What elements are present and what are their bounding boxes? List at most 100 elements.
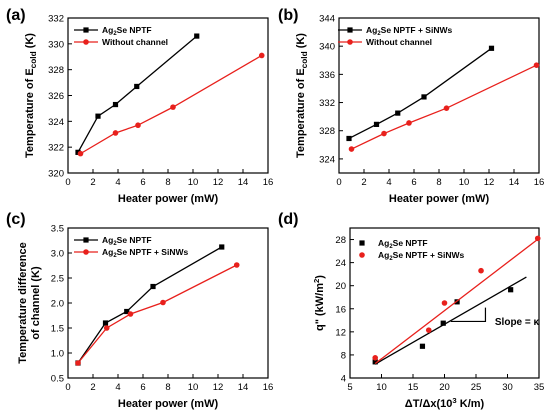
data-point <box>508 287 514 293</box>
x-tick-label: 0 <box>65 177 70 188</box>
data-point <box>533 62 540 69</box>
legend-marker <box>347 27 353 33</box>
x-axis-label: Heater power (mW) <box>389 193 490 205</box>
text-part: Without channel <box>366 37 432 47</box>
legend-marker <box>83 27 89 33</box>
x-tick-label: 4 <box>115 382 120 393</box>
legend-label: Ag2Se NPTF + SiNWs <box>366 25 452 37</box>
x-tick-label: 5 <box>347 382 352 393</box>
data-point <box>134 83 140 90</box>
y-tick-label: 320 <box>48 169 64 180</box>
y-axis-label: Temperature difference <box>17 242 29 363</box>
y-tick-label: 1.0 <box>51 349 64 360</box>
x-tick-label: 0 <box>65 382 70 393</box>
x-tick-label: 16 <box>534 177 545 188</box>
data-point <box>406 120 412 126</box>
y-tick-label: 2.5 <box>51 274 64 285</box>
data-point <box>478 267 484 274</box>
text-part: Ag <box>378 250 389 260</box>
y-label-tail: (K) <box>295 33 307 52</box>
panel-d: 5 10 15 20 25 30 35 4 8 12 16 20 24 28 ΔT/Δx(103 K/m) q… <box>278 211 544 410</box>
data-point <box>372 359 378 365</box>
series-0 <box>346 45 495 142</box>
y-tick-label: 324 <box>48 117 64 128</box>
x-tick-label: 14 <box>238 177 249 188</box>
x-tick-label: 25 <box>471 382 482 393</box>
x-tick-label: 12 <box>213 382 224 393</box>
y-tick-label: 3.0 <box>51 249 64 260</box>
x-tick-label: 10 <box>376 382 387 393</box>
y-tick-label: 330 <box>48 39 64 50</box>
series-line <box>348 47 492 140</box>
x-tick-label: 8 <box>165 177 170 188</box>
panel-c: 0 2 4 6 8 10 12 14 16 0.5 1.0 1.5 2.0 2.5 3.0 3.5 Heater… <box>6 211 273 410</box>
y-tick-label: 324 <box>319 154 335 165</box>
y-tick-label: 328 <box>48 65 64 76</box>
data-point <box>112 101 119 108</box>
text-part: Se NPTF <box>393 238 428 248</box>
script-part: 2 <box>113 241 117 247</box>
y-tick-label: 332 <box>48 14 64 25</box>
script-part: 2 <box>113 253 117 259</box>
y-label-tail: (K) <box>24 33 36 52</box>
legend-marker <box>83 249 89 255</box>
data-point <box>348 146 355 152</box>
x-tick-label: 2 <box>361 177 366 188</box>
data-point <box>440 320 446 326</box>
x-tick-label: 14 <box>238 382 249 393</box>
data-point <box>454 299 460 305</box>
data-point <box>395 110 401 116</box>
fit-line <box>374 237 540 365</box>
x-tick-label: 14 <box>509 177 520 188</box>
legend-marker <box>347 39 353 45</box>
y-tick-label: 344 <box>319 14 335 25</box>
y-tick-label: 332 <box>319 98 335 109</box>
fit-line <box>374 276 527 365</box>
data-point <box>488 45 495 51</box>
y-axis-label: Temperature of Ecold (K) <box>295 33 309 158</box>
legend-entry: Ag2Se NPTF + SiNWs <box>359 250 464 262</box>
data-point <box>441 300 448 306</box>
data-point <box>443 105 450 111</box>
legend-label: Without channel <box>366 37 432 47</box>
data-point <box>258 52 265 59</box>
y-tick-label: 0.5 <box>51 374 64 385</box>
legend-entry: Ag2Se NPTF <box>74 25 152 37</box>
y-axis-label-line2: of channel (K) <box>30 266 42 340</box>
text-part: Without channel <box>102 37 168 47</box>
data-point <box>381 130 387 137</box>
legend-entry: Ag2Se NPTF + SiNWs <box>338 25 452 37</box>
text-part: ) <box>314 275 326 279</box>
data-point <box>425 327 432 333</box>
data-point <box>150 283 156 290</box>
y-tick-label: 4 <box>341 374 346 385</box>
y-tick-label: 340 <box>319 42 335 53</box>
x-tick-label: 12 <box>484 177 495 188</box>
text-part: Ag <box>102 247 113 257</box>
text-part: Se NPTF + SiNWs <box>381 25 453 35</box>
x-tick-label: 6 <box>411 177 416 188</box>
text-part: Se NPTF <box>117 25 152 35</box>
slope-triangle <box>450 307 487 323</box>
y-axis-label: q" (kW/m2) <box>312 275 326 331</box>
y-tick-label: 336 <box>319 70 335 81</box>
x-tick-label: 2 <box>90 177 95 188</box>
y-tick-label: 28 <box>335 235 346 246</box>
x-tick-label: 4 <box>386 177 391 188</box>
x-tick-label: 0 <box>336 177 341 188</box>
y-tick-label: 24 <box>335 258 346 269</box>
legend-marker <box>83 237 89 243</box>
series-line <box>77 35 198 153</box>
data-point <box>135 122 141 129</box>
x-tick-label: 12 <box>213 177 224 188</box>
x-tick-label: 8 <box>436 177 441 188</box>
y-tick-label: 20 <box>335 281 346 292</box>
x-tick-label: 16 <box>263 177 274 188</box>
text-part: Se NPTF <box>117 235 152 245</box>
legend-entry: Without channel <box>74 37 168 47</box>
data-point <box>95 113 101 119</box>
series-1 <box>75 262 240 366</box>
legend-label: Ag2Se NPTF + SiNWs <box>102 247 188 259</box>
series-1 <box>348 62 540 152</box>
text-part: ΔT/Δx(10 <box>405 398 453 410</box>
